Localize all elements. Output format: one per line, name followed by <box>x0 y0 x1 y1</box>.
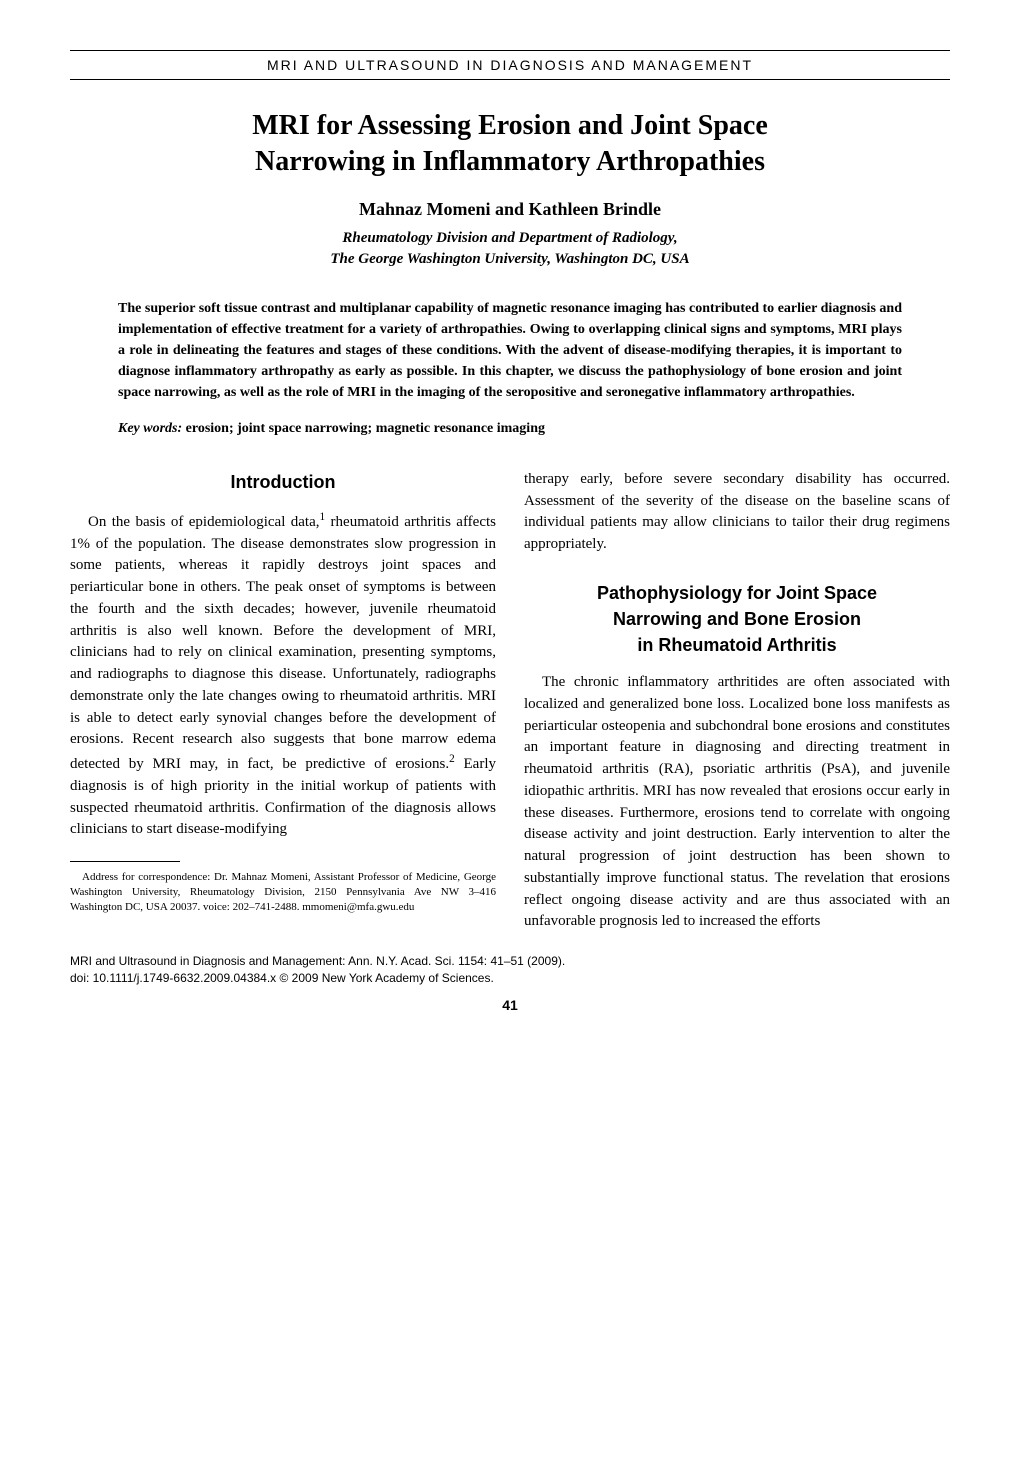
page-number: 41 <box>70 997 950 1013</box>
section2-paragraph: The chronic inflammatory arthritides are… <box>524 672 950 933</box>
footer-citation: MRI and Ultrasound in Diagnosis and Mana… <box>70 953 950 987</box>
section-heading-pathophysiology: Pathophysiology for Joint Space Narrowin… <box>524 580 950 658</box>
intro-paragraph: On the basis of epidemiological data,1 r… <box>70 509 496 841</box>
abstract: The superior soft tissue contrast and mu… <box>118 298 902 403</box>
intro-text-a: On the basis of epidemiological data, <box>88 514 320 530</box>
header-rule-top <box>70 50 950 51</box>
section2-line3: in Rheumatoid Arthritis <box>637 635 836 655</box>
authors: Mahnaz Momeni and Kathleen Brindle <box>70 199 950 220</box>
right-column: therapy early, before severe secondary d… <box>524 469 950 933</box>
footer-line-1: MRI and Ultrasound in Diagnosis and Mana… <box>70 954 565 968</box>
affiliation-line-1: Rheumatology Division and Department of … <box>342 230 677 246</box>
affiliation-line-2: The George Washington University, Washin… <box>330 251 689 267</box>
affiliation: Rheumatology Division and Department of … <box>70 228 950 270</box>
section-heading-introduction: Introduction <box>70 469 496 495</box>
section2-line2: Narrowing and Bone Erosion <box>613 609 861 629</box>
intro-text-b: rheumatoid arthritis affects 1% of the p… <box>70 514 496 772</box>
section2-line1: Pathophysiology for Joint Space <box>597 583 877 603</box>
article-title: MRI for Assessing Erosion and Joint Spac… <box>70 108 950 181</box>
title-line-2: Narrowing in Inflammatory Arthropathies <box>255 146 765 177</box>
footnote-rule <box>70 861 180 862</box>
left-column: Introduction On the basis of epidemiolog… <box>70 469 496 933</box>
keywords-text: erosion; joint space narrowing; magnetic… <box>182 421 545 436</box>
header-rule-bottom <box>70 79 950 80</box>
running-header: MRI AND ULTRASOUND IN DIAGNOSIS AND MANA… <box>70 53 950 77</box>
col2-continuation-paragraph: therapy early, before severe secondary d… <box>524 469 950 556</box>
keywords-label: Key words: <box>118 421 182 436</box>
title-line-1: MRI for Assessing Erosion and Joint Spac… <box>252 110 768 141</box>
keywords: Key words: erosion; joint space narrowin… <box>118 421 902 437</box>
footer-line-2: doi: 10.1111/j.1749-6632.2009.04384.x © … <box>70 971 494 985</box>
correspondence-footnote: Address for correspondence: Dr. Mahnaz M… <box>70 870 496 915</box>
two-column-body: Introduction On the basis of epidemiolog… <box>70 469 950 933</box>
